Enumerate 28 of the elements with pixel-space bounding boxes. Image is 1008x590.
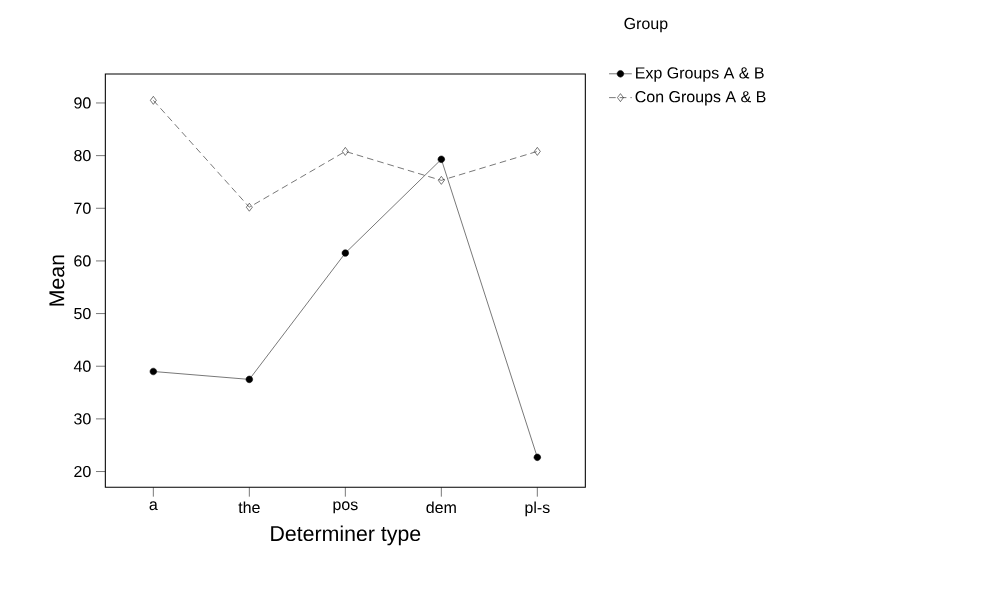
x-tick-label: a bbox=[149, 501, 158, 511]
point bbox=[437, 155, 445, 163]
y-axis-title: Mean bbox=[49, 255, 65, 306]
y-tick-label: 50 bbox=[74, 307, 91, 320]
x-tick-label: pl-s bbox=[525, 501, 550, 517]
x-axis-title: Determiner type bbox=[271, 525, 421, 546]
point bbox=[533, 453, 541, 461]
y-tick-label: 60 bbox=[74, 255, 91, 267]
point bbox=[534, 147, 541, 156]
point bbox=[150, 96, 157, 105]
x-tick-label: the bbox=[238, 501, 260, 514]
y-tick-label: 90 bbox=[74, 97, 91, 109]
point bbox=[341, 249, 349, 257]
legend-label: Exp Groups A & B bbox=[636, 67, 764, 82]
y-tick-label: 40 bbox=[73, 360, 91, 372]
point bbox=[246, 202, 253, 212]
point bbox=[245, 375, 253, 383]
point bbox=[342, 147, 349, 156]
y-tick-label: 70 bbox=[74, 202, 91, 214]
y-tick-label: 30 bbox=[74, 413, 91, 425]
legend-label: Con Groups A & B bbox=[635, 91, 766, 106]
legend-title: Group bbox=[624, 17, 668, 33]
x-tick-label: pos bbox=[333, 501, 358, 514]
y-tick-label: 80 bbox=[74, 149, 91, 162]
point bbox=[149, 367, 157, 376]
y-tick-label: 20 bbox=[74, 465, 91, 478]
point bbox=[438, 176, 445, 185]
x-tick-label: dem bbox=[426, 501, 456, 514]
